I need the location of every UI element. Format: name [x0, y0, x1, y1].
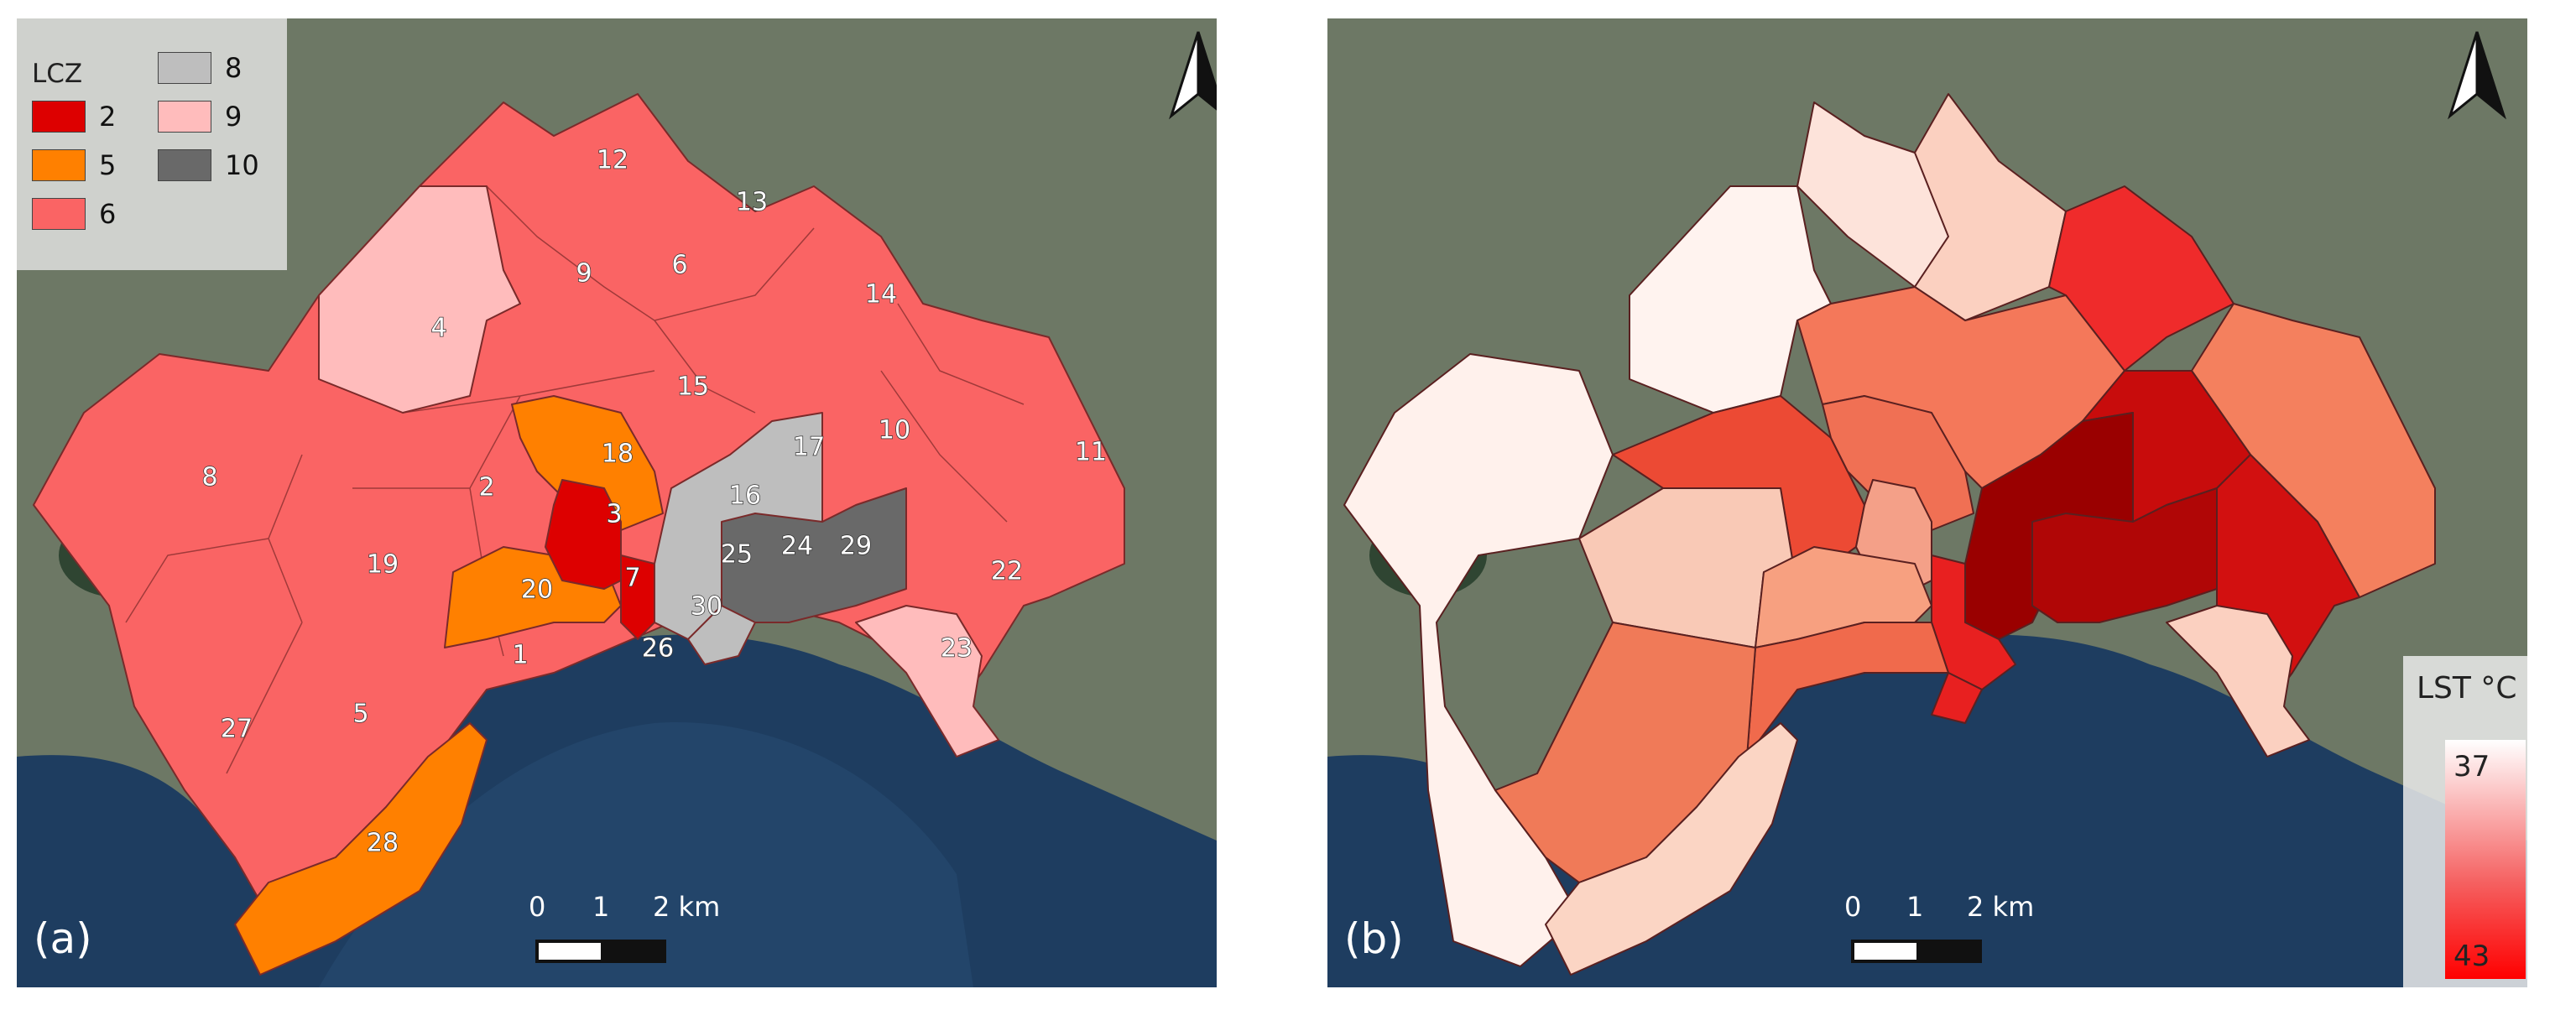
district-label: 25	[721, 540, 753, 570]
legend-title: LCZ	[32, 59, 83, 89]
lst-district	[2031, 487, 2218, 623]
scale-tick-2: 2 km	[1967, 891, 2035, 923]
north-arrow-icon	[2448, 31, 2506, 120]
district-label: 17	[793, 433, 825, 462]
district-label: 14	[865, 280, 897, 310]
colorbar-max: 43	[2453, 940, 2490, 973]
map-panel-a: 12 13 9 6 14 4 15 17 10 11 18 8 2 16 3 2…	[17, 18, 1217, 987]
legend-label: 2	[99, 101, 117, 133]
district-label: 11	[1075, 438, 1107, 467]
lcz-legend: LCZ 2 5 6 8 9 10	[17, 18, 287, 270]
lcz-districts	[33, 93, 1125, 976]
legend-label: 9	[225, 101, 242, 133]
colorbar-title: LST °C	[2417, 671, 2517, 705]
lst-district	[2048, 185, 2234, 372]
district-30	[687, 605, 756, 665]
district-label: 26	[642, 634, 674, 664]
district-label: 19	[367, 550, 399, 580]
legend-swatch	[32, 101, 86, 133]
scale-bar	[1851, 940, 1982, 963]
district-label: 13	[736, 188, 768, 217]
sea-shade	[319, 722, 973, 987]
scale-tick-1: 1	[1906, 891, 1924, 923]
scale-tick-0: 0	[529, 891, 546, 923]
district-label: 2	[478, 473, 494, 502]
district-label: 6	[671, 251, 687, 280]
legend-label: 6	[99, 198, 117, 230]
district-label: 5	[352, 700, 368, 729]
legend-swatch	[32, 198, 86, 230]
lst-districts	[1343, 93, 2436, 976]
panel-label-b: (b)	[1344, 914, 1404, 963]
district-labels: 12 13 9 6 14 4 15 17 10 11 18 8 2 16 3 2…	[201, 145, 1108, 859]
district-label: 27	[221, 715, 253, 744]
district-28	[234, 722, 488, 976]
legend-swatch	[158, 101, 211, 133]
district-label: 10	[879, 416, 910, 445]
legend-item-lcz9: 9	[158, 101, 242, 133]
legend-label: 8	[225, 52, 242, 84]
lst-map	[1327, 18, 2527, 987]
district-label: 9	[576, 259, 592, 289]
district-label: 29	[840, 532, 872, 561]
lst-district	[1545, 722, 1798, 976]
district-label: 8	[201, 463, 217, 492]
district-label: 1	[512, 641, 528, 670]
legend-label: 5	[99, 149, 117, 181]
district-23	[855, 605, 999, 758]
district-label: 16	[729, 482, 761, 511]
legend-item-lcz6: 6	[32, 198, 116, 230]
colorbar-ramp	[2445, 740, 2526, 979]
scale-bar	[535, 940, 666, 963]
district-label: 22	[991, 557, 1023, 586]
district-borders	[125, 185, 1025, 774]
district-label: 18	[602, 440, 634, 469]
legend-item-lcz10: 10	[158, 149, 259, 181]
lst-district	[2166, 605, 2310, 758]
scale-tick-1: 1	[592, 891, 610, 923]
legend-item-lcz8: 8	[158, 52, 242, 84]
district-4	[318, 185, 521, 414]
panel-label-a: (a)	[34, 914, 92, 963]
legend-item-lcz2: 2	[32, 101, 116, 133]
lst-district	[1822, 395, 1974, 531]
lst-district	[1343, 353, 1614, 967]
district-label: 12	[597, 146, 628, 175]
district-18	[511, 395, 664, 531]
legend-label: 10	[225, 149, 259, 181]
legend-swatch	[158, 149, 211, 181]
map-panel-b: 0 1 2 km LST °C 37 43 (b)	[1327, 18, 2527, 987]
legend-swatch	[158, 52, 211, 84]
lcz-map: 12 13 9 6 14 4 15 17 10 11 18 8 2 16 3 2…	[17, 18, 1217, 987]
legend-item-lcz5: 5	[32, 149, 116, 181]
legend-swatch	[32, 149, 86, 181]
district-label: 23	[941, 634, 973, 664]
district-label: 28	[367, 829, 399, 858]
district-label: 7	[624, 564, 640, 593]
lst-colorbar: LST °C 37 43	[2403, 656, 2527, 987]
district-label: 20	[521, 575, 553, 605]
district-label: 30	[691, 592, 722, 622]
north-arrow-icon	[1169, 31, 1217, 120]
scale-tick-0: 0	[1844, 891, 1862, 923]
district-label: 4	[430, 314, 446, 343]
lst-district	[1746, 622, 1949, 758]
colorbar-min: 37	[2453, 750, 2490, 784]
district-label: 24	[781, 532, 813, 561]
district-label: 3	[606, 500, 622, 529]
district-label: 15	[677, 372, 709, 402]
lst-district	[1931, 672, 1983, 724]
scale-tick-2: 2 km	[653, 891, 721, 923]
